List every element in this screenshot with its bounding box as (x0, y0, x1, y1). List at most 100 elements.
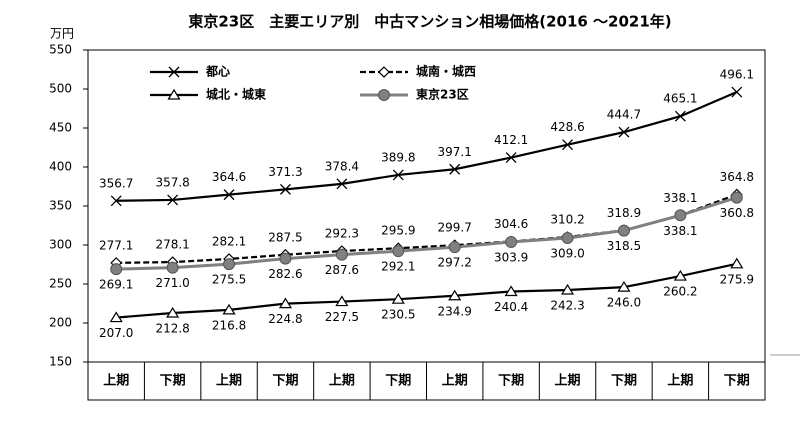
marker (378, 66, 390, 78)
data-label: 242.3 (550, 299, 584, 313)
marker (378, 89, 390, 101)
marker (617, 280, 631, 292)
data-label: 282.1 (212, 234, 246, 248)
data-label: 287.5 (268, 230, 302, 244)
legend-label: 城南・城西 (416, 64, 476, 79)
marker (109, 311, 123, 323)
marker (617, 224, 630, 237)
legend-label: 東京23区 (416, 87, 469, 102)
data-label: 212.8 (155, 322, 189, 336)
series-line (116, 91, 738, 202)
marker (168, 66, 180, 78)
data-label: 371.3 (268, 165, 302, 179)
data-label: 428.6 (550, 120, 584, 134)
data-label: 277.1 (99, 238, 133, 252)
marker (448, 241, 461, 254)
data-label: 357.8 (155, 175, 189, 189)
data-label: 275.9 (720, 272, 754, 286)
marker (392, 169, 404, 181)
marker (731, 86, 743, 98)
data-label: 338.1 (663, 224, 697, 238)
data-label: 389.8 (381, 150, 415, 164)
marker (562, 139, 574, 151)
data-label: 292.3 (325, 227, 359, 241)
marker (279, 252, 292, 265)
data-label: 304.6 (494, 217, 528, 231)
marker (448, 289, 462, 301)
marker (618, 126, 630, 138)
data-label: 496.1 (720, 68, 754, 82)
x-tick-label: 下期 (498, 374, 524, 389)
data-label: 278.1 (155, 238, 189, 252)
data-label: 318.9 (607, 206, 641, 220)
data-label: 318.5 (607, 239, 641, 253)
marker (391, 293, 405, 304)
data-label: 299.7 (438, 221, 472, 235)
data-label: 465.1 (663, 92, 697, 106)
marker (110, 195, 122, 207)
x-tick-label: 下期 (160, 374, 186, 389)
marker (449, 163, 461, 175)
x-tick-label: 下期 (385, 374, 411, 389)
x-tick-label: 上期 (667, 374, 693, 389)
data-label: 364.8 (720, 170, 754, 184)
data-label: 275.5 (212, 273, 246, 287)
y-tick-label: 400 (49, 160, 72, 174)
data-label: 309.0 (550, 246, 584, 260)
marker (167, 194, 179, 206)
x-tick-label: 上期 (555, 374, 581, 389)
y-tick-label: 450 (49, 121, 72, 135)
data-label: 234.9 (438, 304, 472, 318)
x-tick-label: 上期 (216, 374, 242, 389)
marker (505, 235, 518, 248)
marker (223, 258, 236, 271)
y-tick-label: 150 (49, 355, 72, 369)
data-label: 260.2 (663, 285, 697, 299)
data-label: 224.8 (268, 312, 302, 326)
y-tick-label: 300 (49, 238, 72, 252)
y-tick-label: 200 (49, 316, 72, 330)
data-label: 378.4 (325, 159, 359, 173)
marker (504, 285, 518, 297)
data-label: 227.5 (325, 310, 359, 324)
data-label: 310.2 (550, 213, 584, 227)
marker (167, 88, 181, 100)
marker (336, 178, 348, 190)
y-tick-label: 250 (49, 277, 72, 291)
data-label: 360.8 (720, 206, 754, 220)
data-label: 240.4 (494, 300, 528, 314)
data-label: 297.2 (438, 256, 472, 270)
data-label: 295.9 (381, 224, 415, 238)
data-label: 230.5 (381, 308, 415, 322)
x-tick-label: 下期 (611, 374, 637, 389)
legend-label: 都心 (205, 64, 230, 79)
marker (730, 257, 744, 269)
marker (279, 183, 291, 195)
marker (335, 295, 349, 307)
legend-label: 城北・城東 (206, 87, 266, 102)
marker (674, 209, 687, 222)
marker (561, 231, 574, 244)
data-label: 364.6 (212, 170, 246, 184)
y-axis-label: 万円 (50, 27, 74, 41)
series-line (116, 262, 738, 319)
marker (505, 152, 517, 164)
x-tick-label: 上期 (103, 374, 129, 389)
x-tick-label: 上期 (329, 374, 355, 389)
marker (674, 110, 686, 122)
x-tick-label: 上期 (442, 374, 468, 389)
data-label: 216.8 (212, 318, 246, 332)
data-label: 269.1 (99, 278, 133, 292)
x-tick-label: 下期 (272, 374, 298, 389)
marker (730, 191, 743, 204)
y-tick-label: 550 (49, 43, 72, 57)
data-label: 271.0 (155, 276, 189, 290)
y-tick-label: 500 (49, 82, 72, 96)
data-label: 246.0 (607, 296, 641, 310)
marker (392, 245, 405, 258)
data-label: 207.0 (99, 326, 133, 340)
data-label: 338.1 (663, 191, 697, 205)
marker (222, 303, 236, 315)
